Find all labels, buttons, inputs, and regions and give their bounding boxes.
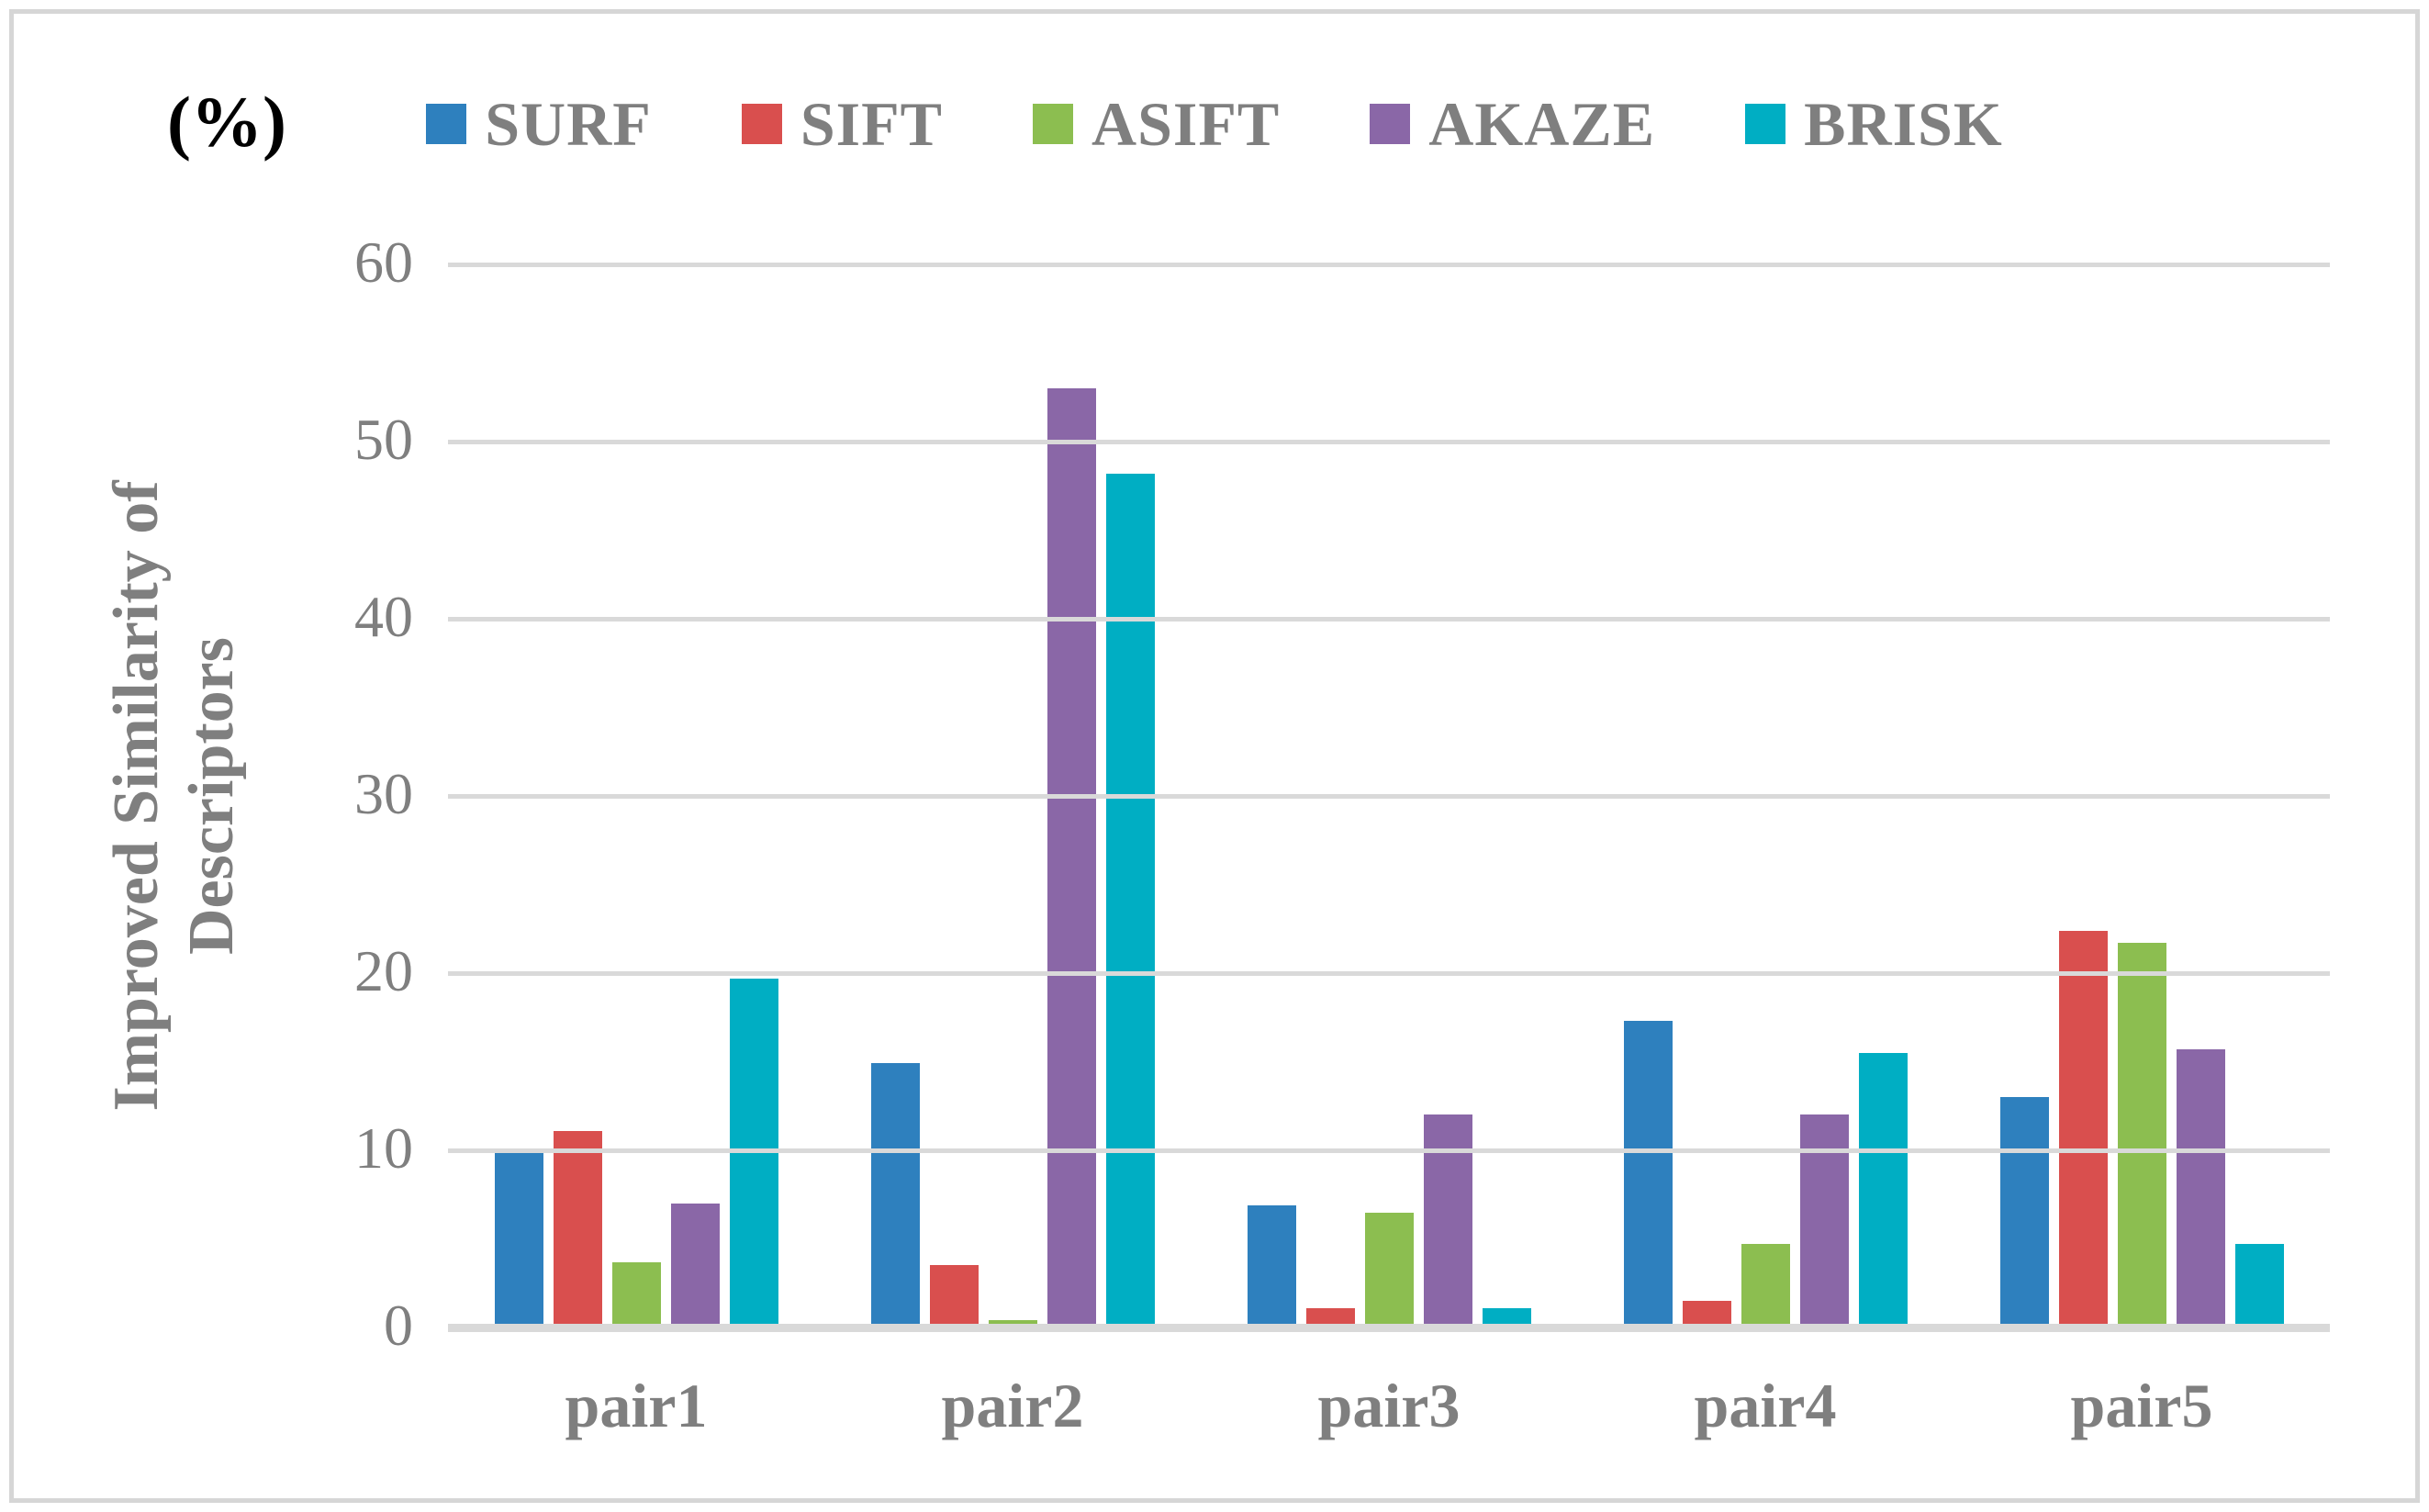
x-axis-line	[448, 1324, 2330, 1332]
bar-brisk-pair3	[1482, 1307, 1531, 1327]
x-axis-label-pair4: pair4	[1694, 1371, 1837, 1440]
gridline-50	[448, 440, 2330, 444]
y-tick-label-10: 10	[354, 1115, 413, 1181]
legend-item-sift: SIFT	[741, 88, 943, 161]
legend-label-asift: ASIFT	[1091, 88, 1281, 159]
bar-brisk-pair2	[1105, 473, 1155, 1327]
bar-akaze-pair2	[1047, 388, 1096, 1327]
y-tick-label-30: 30	[354, 761, 413, 826]
bar-brisk-pair4	[1858, 1052, 1908, 1327]
chart-legend: SURF SIFT ASIFT AKAZE BRISK	[0, 73, 2429, 174]
bar-sift-pair1	[553, 1130, 602, 1327]
y-tick-label-60: 60	[354, 230, 413, 295]
bar-akaze-pair1	[670, 1203, 720, 1327]
bar-surf-pair1	[494, 1150, 543, 1327]
bars-area	[448, 264, 2330, 1327]
legend-item-surf: SURF	[426, 88, 652, 161]
bar-surf-pair3	[1247, 1204, 1296, 1327]
x-axis-label-pair3: pair3	[1317, 1371, 1461, 1440]
bar-asift-pair4	[1741, 1244, 1790, 1327]
bar-akaze-pair3	[1423, 1114, 1472, 1327]
x-axis-label-pair1: pair1	[565, 1371, 708, 1440]
y-tick-label-40: 40	[354, 584, 413, 649]
gridline-20	[448, 971, 2330, 976]
bar-asift-pair5	[2117, 943, 2166, 1327]
bar-akaze-pair4	[1799, 1114, 1849, 1327]
legend-swatch-asift	[1033, 104, 1073, 144]
legend-label-sift: SIFT	[800, 88, 943, 159]
y-tick-label-50: 50	[354, 407, 413, 472]
y-tick-label-20: 20	[354, 938, 413, 1003]
y-axis-unit-label: (%)	[167, 82, 286, 162]
y-axis-title-line1: Improved Similarity of	[101, 480, 172, 1112]
x-axis-label-pair5: pair5	[2070, 1371, 2213, 1440]
bar-sift-pair5	[2058, 930, 2108, 1327]
bar-group-pair2	[824, 264, 1201, 1327]
gridline-10	[448, 1148, 2330, 1153]
legend-swatch-surf	[426, 104, 467, 144]
bar-surf-pair2	[870, 1063, 920, 1327]
legend-label-akaze: AKAZE	[1428, 88, 1656, 159]
legend-label-brisk: BRISK	[1804, 88, 2003, 159]
plot-area: 0 10 20 30 40 50 60	[354, 233, 2330, 1355]
bar-sift-pair4	[1682, 1301, 1731, 1327]
bar-group-pair5	[1953, 264, 2330, 1327]
bar-asift-pair3	[1364, 1212, 1414, 1327]
gridline-60	[448, 263, 2330, 267]
legend-item-akaze: AKAZE	[1370, 88, 1655, 161]
legend-swatch-sift	[741, 104, 782, 144]
legend-swatch-brisk	[1745, 104, 1786, 144]
legend-item-asift: ASIFT	[1033, 88, 1280, 161]
legend-item-brisk: BRISK	[1745, 88, 2003, 161]
bar-surf-pair5	[1999, 1097, 2049, 1327]
bar-sift-pair3	[1305, 1307, 1355, 1327]
bar-brisk-pair5	[2234, 1244, 2284, 1327]
bar-akaze-pair5	[2176, 1049, 2225, 1327]
bar-sift-pair2	[929, 1265, 979, 1327]
y-tick-label-0: 0	[384, 1293, 413, 1358]
legend-label-surf: SURF	[485, 88, 652, 159]
bar-surf-pair4	[1623, 1021, 1673, 1327]
x-axis-labels: pair1 pair2 pair3 pair4 pair5	[448, 1370, 2330, 1442]
x-axis-label-pair2: pair2	[941, 1371, 1084, 1440]
bar-asift-pair1	[611, 1261, 661, 1327]
gridline-40	[448, 617, 2330, 622]
legend-swatch-akaze	[1370, 104, 1411, 144]
gridline-30	[448, 794, 2330, 799]
